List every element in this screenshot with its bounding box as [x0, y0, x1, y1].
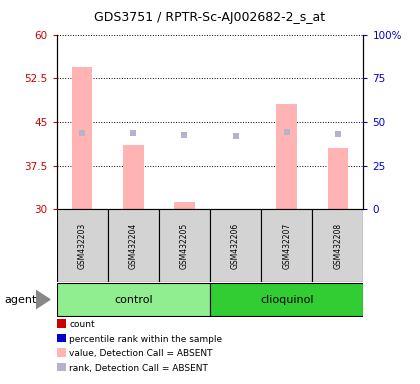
Bar: [159, 209, 210, 282]
Polygon shape: [36, 290, 50, 309]
Bar: [210, 209, 261, 282]
Text: GSM432207: GSM432207: [282, 223, 291, 269]
Bar: [328, 148, 348, 209]
Bar: [210, 283, 363, 316]
Bar: [57, 283, 210, 316]
Bar: [276, 104, 297, 209]
Bar: [312, 209, 363, 282]
Bar: [123, 145, 144, 209]
Text: GSM432206: GSM432206: [231, 223, 240, 269]
Text: GSM432205: GSM432205: [180, 223, 189, 269]
Text: agent: agent: [4, 295, 37, 305]
Bar: [57, 209, 108, 282]
Text: rank, Detection Call = ABSENT: rank, Detection Call = ABSENT: [69, 364, 208, 373]
Text: GSM432208: GSM432208: [333, 223, 342, 269]
Text: clioquinol: clioquinol: [260, 295, 313, 305]
Text: GDS3751 / RPTR-Sc-AJ002682-2_s_at: GDS3751 / RPTR-Sc-AJ002682-2_s_at: [94, 11, 326, 24]
Bar: [108, 209, 159, 282]
Text: control: control: [114, 295, 152, 305]
Bar: [261, 209, 312, 282]
Text: percentile rank within the sample: percentile rank within the sample: [69, 334, 223, 344]
Text: GSM432204: GSM432204: [129, 223, 138, 269]
Text: GSM432203: GSM432203: [78, 223, 87, 269]
Text: value, Detection Call = ABSENT: value, Detection Call = ABSENT: [69, 349, 213, 358]
Text: count: count: [69, 320, 95, 329]
Bar: [174, 202, 195, 209]
Bar: [72, 66, 92, 209]
